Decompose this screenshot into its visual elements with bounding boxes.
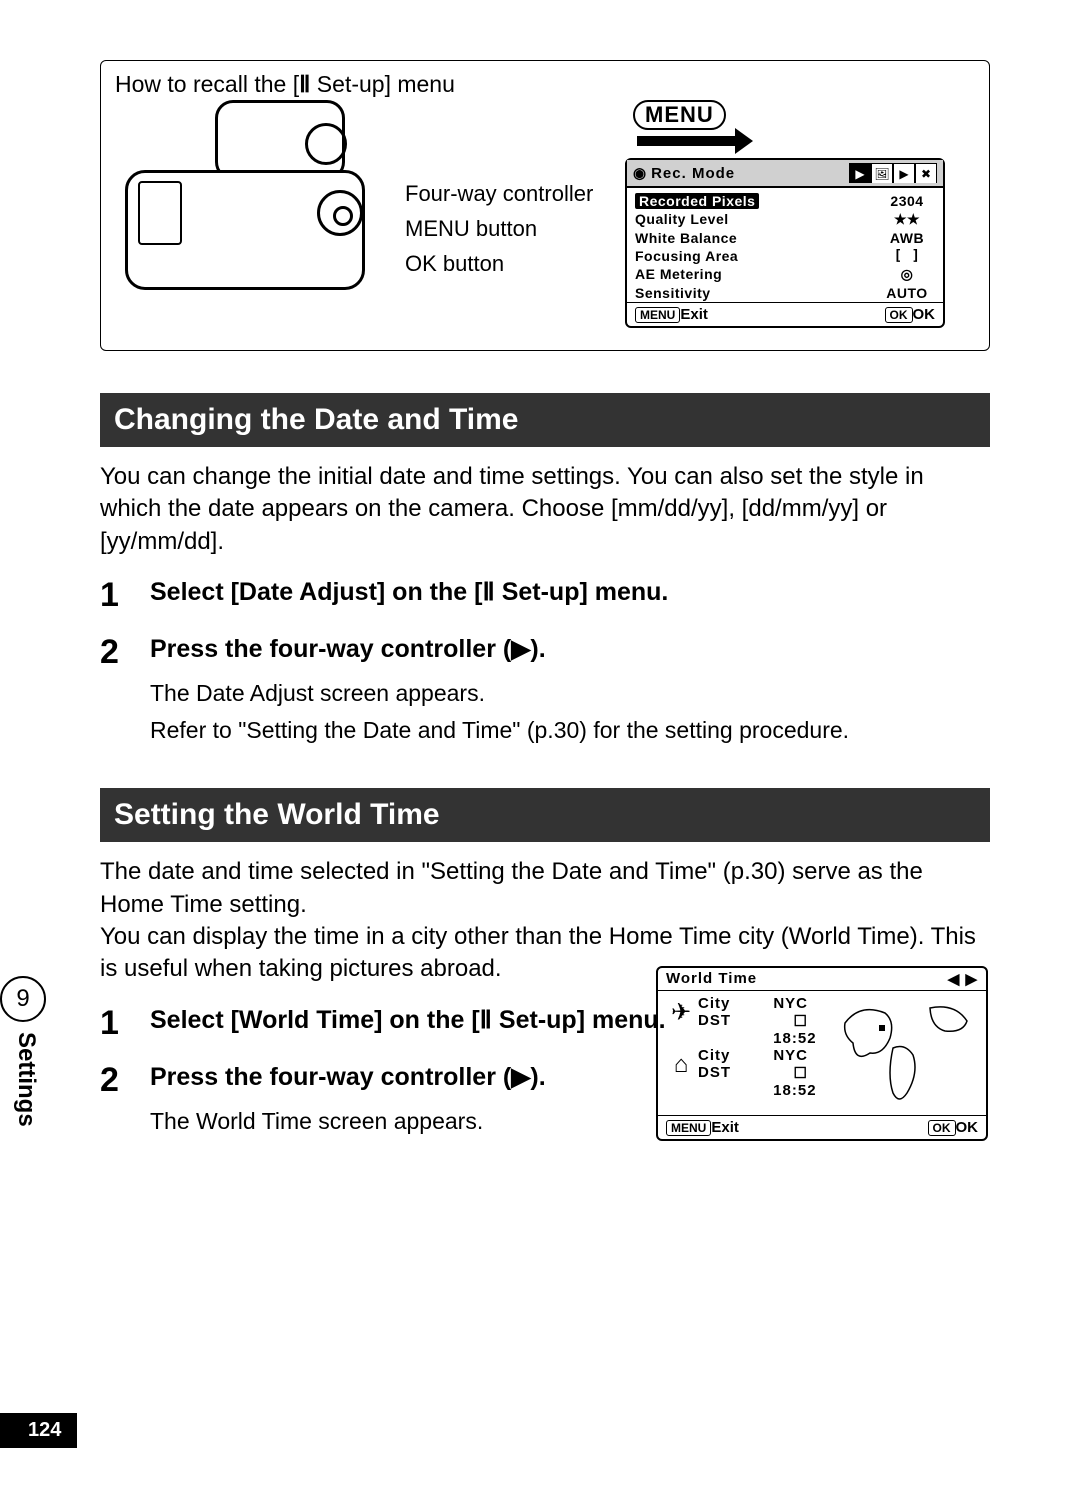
foot-right-text: OK bbox=[913, 306, 936, 323]
recall-title-suf: Set-up] menu bbox=[310, 71, 454, 97]
menu-value: [ ] bbox=[879, 248, 935, 264]
menu-item[interactable]: Focusing Area bbox=[635, 248, 738, 264]
ok-kbd-icon: OK bbox=[885, 307, 913, 323]
callout-ok-btn: OK button bbox=[405, 246, 625, 281]
wt-dst-value[interactable]: ☐ bbox=[794, 1064, 808, 1082]
menu-item[interactable]: AE Metering bbox=[635, 266, 722, 283]
step-text-suf: Set-up] menu. bbox=[495, 578, 669, 606]
chapter-label: Settings bbox=[12, 1032, 40, 1127]
step-text: Select [Date Adjust] on the [Ⅱ Set-up] m… bbox=[150, 576, 668, 615]
tool-icon: Ⅱ bbox=[482, 578, 494, 606]
step-text-pre: Select [Date Adjust] on the [ bbox=[150, 578, 482, 606]
world-map-icon bbox=[835, 993, 975, 1113]
step-body-line: The World Time screen appears. bbox=[150, 1106, 610, 1137]
recall-title-pre: How to recall the [ bbox=[115, 71, 299, 97]
heading-date-time: Changing the Date and Time bbox=[100, 393, 990, 447]
ok-kbd-icon: OK bbox=[928, 1120, 956, 1136]
camera-illustration bbox=[115, 100, 385, 300]
menu-value: AWB bbox=[879, 230, 935, 246]
menu-value: 2304 bbox=[879, 193, 935, 209]
tab-icon: ✖ bbox=[915, 163, 937, 183]
arrow-icon bbox=[637, 136, 737, 146]
menu-item[interactable]: White Balance bbox=[635, 230, 737, 246]
step-body-line: Refer to "Setting the Date and Time" (p.… bbox=[150, 715, 990, 746]
wt-foot-left: MENUExit bbox=[666, 1119, 739, 1136]
step-body-line: The Date Adjust screen appears. bbox=[150, 678, 990, 709]
wt-home-time: 18:52 bbox=[664, 1082, 823, 1099]
wt-dst-label: DST bbox=[698, 1064, 731, 1082]
panel-tabs: ▶ 🖼 ▶ ✖ bbox=[849, 163, 937, 183]
step-text: Press the four-way controller (▶). bbox=[150, 1061, 546, 1100]
plane-icon: ✈ bbox=[664, 998, 698, 1027]
menu-kbd-icon: MENU bbox=[666, 1120, 711, 1136]
menu-value: ★★ bbox=[879, 211, 935, 228]
wt-foot-right: OKOK bbox=[928, 1119, 979, 1136]
step-number: 1 bbox=[100, 1004, 150, 1043]
wt-selector-icon[interactable]: ◀ ▶ bbox=[948, 970, 978, 988]
menu-badge: MENU bbox=[633, 100, 726, 130]
tab-icon: 🖼 bbox=[871, 163, 893, 183]
menu-value: ◎ bbox=[879, 266, 935, 283]
camera-icon: ◉ bbox=[633, 164, 647, 182]
callout-four-way: Four-way controller bbox=[405, 176, 625, 211]
body-date-time: You can change the initial date and time… bbox=[100, 461, 990, 558]
tab-icon: ▶ bbox=[849, 163, 871, 183]
foot-left-text: Exit bbox=[711, 1119, 739, 1136]
step-text-pre: Select [World Time] on the [ bbox=[150, 1006, 480, 1034]
tool-icon: Ⅱ bbox=[480, 1006, 492, 1034]
wt-dest-time: 18:52 bbox=[664, 1030, 823, 1047]
callout-menu-btn: MENU button bbox=[405, 211, 625, 246]
foot-right-text: OK bbox=[956, 1119, 979, 1136]
wt-city-value[interactable]: NYC bbox=[773, 995, 808, 1012]
panel-title: Rec. Mode bbox=[651, 165, 735, 182]
panel-foot-right: OKOK bbox=[885, 306, 936, 323]
wt-dst-label: DST bbox=[698, 1012, 731, 1030]
panel-foot-left: MENUExit bbox=[635, 306, 708, 323]
menu-item[interactable]: Quality Level bbox=[635, 211, 729, 228]
rec-mode-panel: ◉ Rec. Mode ▶ 🖼 ▶ ✖ Recorded Pixels2304 … bbox=[625, 158, 945, 328]
step-text: Select [World Time] on the [Ⅱ Set-up] me… bbox=[150, 1004, 666, 1043]
chapter-number: 9 bbox=[0, 976, 46, 1022]
wt-title: World Time bbox=[666, 970, 757, 988]
step-number: 2 bbox=[100, 1061, 150, 1100]
recall-box: How to recall the [Ⅱ Set-up] menu Four-w… bbox=[100, 60, 990, 351]
wt-city-value[interactable]: NYC bbox=[773, 1047, 808, 1064]
menu-value: AUTO bbox=[879, 285, 935, 301]
menu-item[interactable]: Recorded Pixels bbox=[635, 193, 759, 209]
side-tab: 9 Settings bbox=[0, 976, 46, 1127]
wt-dst-value[interactable]: ☐ bbox=[794, 1012, 808, 1030]
step-number: 2 bbox=[100, 633, 150, 672]
tab-icon: ▶ bbox=[893, 163, 915, 183]
recall-title: How to recall the [Ⅱ Set-up] menu bbox=[115, 71, 975, 98]
step-text-suf: Set-up] menu. bbox=[492, 1006, 666, 1034]
tool-icon: Ⅱ bbox=[299, 71, 310, 97]
world-time-panel: World Time ◀ ▶ ✈ City NYC DST ☐ 18:52 ⌂ Ci… bbox=[656, 966, 988, 1141]
menu-kbd-icon: MENU bbox=[635, 307, 680, 323]
page-number: 124 bbox=[0, 1413, 77, 1448]
heading-world-time: Setting the World Time bbox=[100, 788, 990, 842]
wt-city-label: City bbox=[698, 995, 730, 1012]
foot-left-text: Exit bbox=[680, 306, 708, 323]
step-text: Press the four-way controller (▶). bbox=[150, 633, 546, 672]
menu-item[interactable]: Sensitivity bbox=[635, 285, 711, 301]
step-number: 1 bbox=[100, 576, 150, 615]
wt-city-label: City bbox=[698, 1047, 730, 1064]
home-icon: ⌂ bbox=[664, 1051, 698, 1079]
